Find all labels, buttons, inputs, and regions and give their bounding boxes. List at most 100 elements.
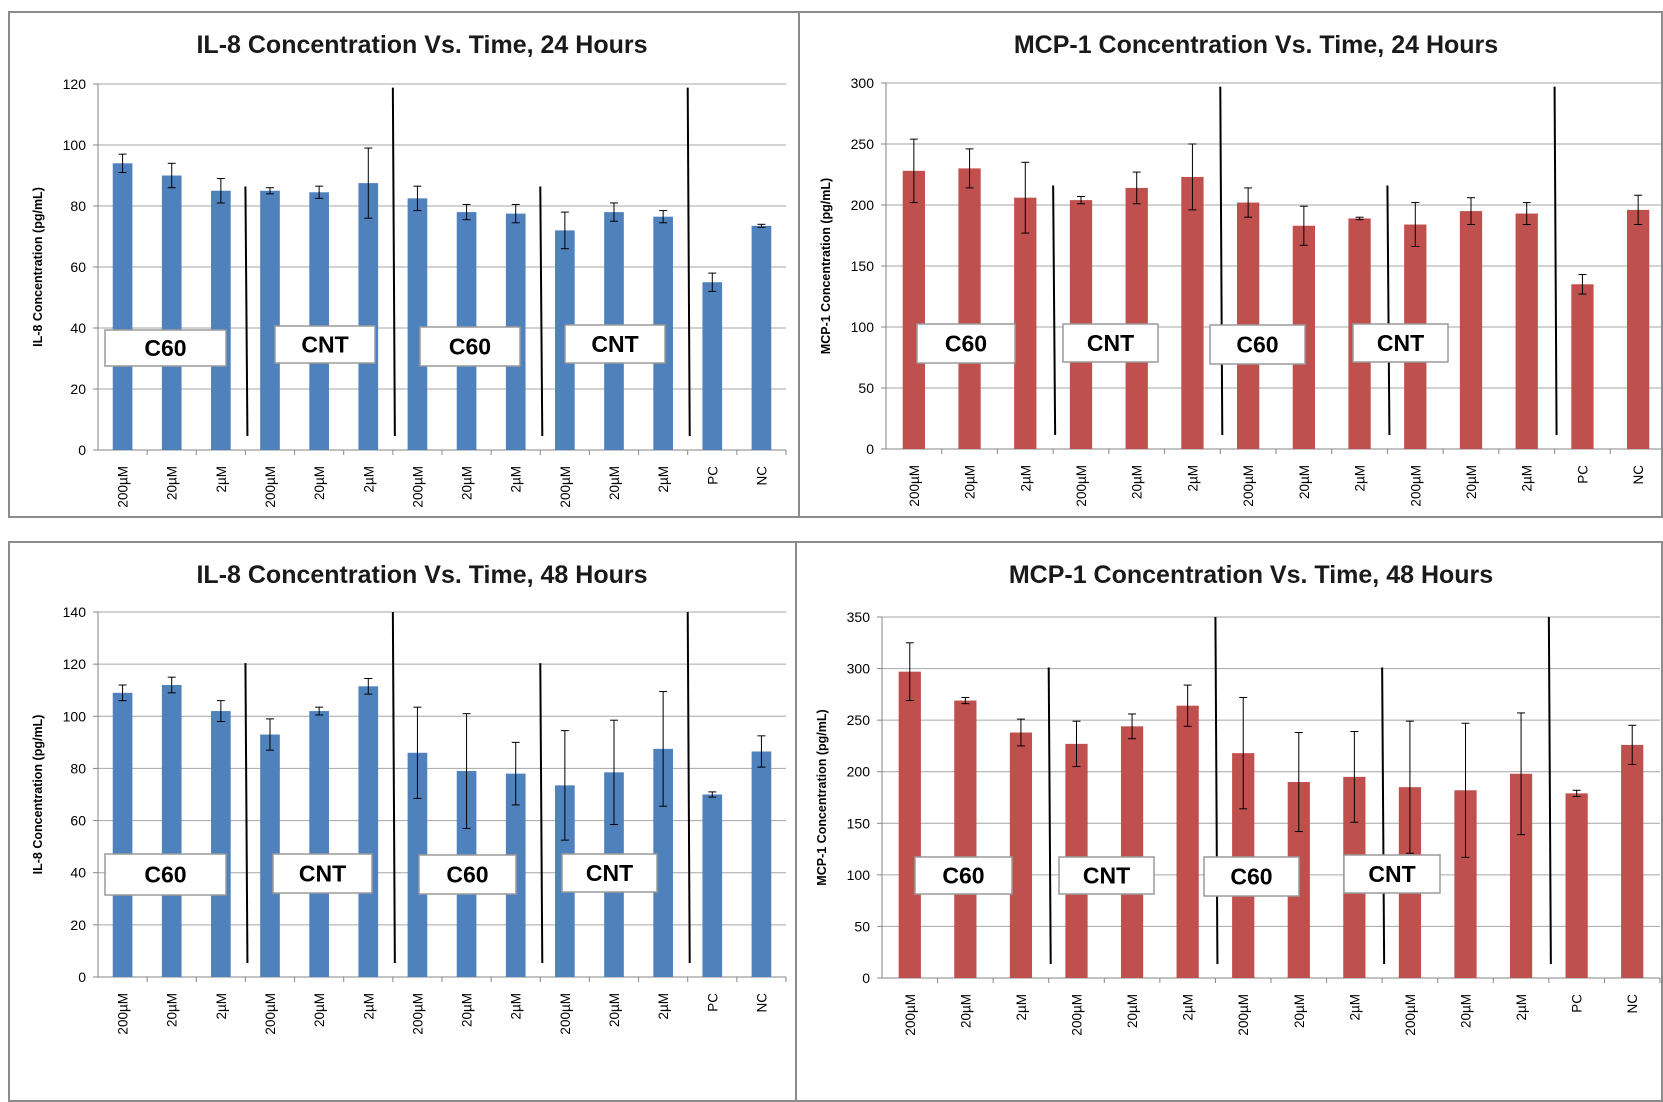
x-tick-label: 2µM [656, 466, 671, 493]
group-label: C60 [144, 862, 186, 888]
chart-panel-mcp1-48h: MCP-1 Concentration Vs. Time, 48 Hours MC… [795, 541, 1663, 1102]
bar [211, 190, 231, 450]
x-tick-label: 20µM [1292, 994, 1307, 1028]
bar [1125, 187, 1148, 450]
y-tick-label: 250 [847, 712, 871, 728]
group-label-box [1203, 856, 1300, 897]
group-label-box [274, 325, 376, 364]
y-tick-label: 250 [851, 136, 875, 152]
y-tick-label: 0 [862, 970, 870, 986]
group-label-box [1352, 323, 1449, 363]
bar [1176, 705, 1199, 978]
bar [260, 190, 280, 450]
chart-title: IL-8 Concentration Vs. Time, 24 Hours [196, 31, 647, 59]
x-tick-label: 200µM [558, 993, 573, 1035]
chart-mcp1-24h: MCP-1 Concentration Vs. Time, 24 Hours MC… [819, 31, 1661, 507]
x-tick-label: NC [754, 993, 769, 1013]
group-divider [391, 87, 396, 437]
group-divider [1214, 616, 1219, 965]
y-tick-label: 0 [78, 442, 86, 458]
y-tick-label: 140 [63, 604, 87, 620]
x-tick-label: 2µM [1018, 465, 1033, 492]
x-tick-label: 2µM [1014, 994, 1029, 1021]
group-label-box [418, 854, 517, 895]
x-tick-label: 2µM [1181, 994, 1196, 1021]
y-tick-label: 20 [70, 381, 86, 397]
bar [702, 794, 723, 977]
x-tick-label: 200µM [903, 994, 918, 1036]
group-label: CNT [586, 860, 633, 886]
chart-title: MCP-1 Concentration Vs. Time, 48 Hours [1009, 561, 1493, 589]
x-tick-label: NC [754, 466, 769, 486]
y-axis-label: MCP-1 Concentration (pg/mL) [815, 709, 829, 885]
bar [653, 748, 673, 977]
y-tick-label: 150 [851, 258, 875, 274]
bar [1627, 209, 1650, 449]
bar [309, 192, 329, 450]
y-tick-label: 300 [851, 75, 875, 91]
group-label-box [916, 323, 1016, 364]
bar [309, 711, 329, 977]
x-tick-label: 20µM [312, 993, 327, 1027]
group-label-box [561, 853, 658, 893]
x-tick-label: NC [1631, 465, 1646, 485]
x-tick-label: PC [705, 466, 720, 485]
x-tick-label: 200µM [116, 466, 131, 508]
group-label-box [104, 329, 227, 367]
bar [902, 170, 925, 449]
x-tick-label: 200µM [116, 993, 131, 1035]
chart-panel-mcp1-24h: MCP-1 Concentration Vs. Time, 24 Hours MC… [798, 11, 1663, 518]
group-label-box [272, 853, 373, 894]
bar [751, 225, 772, 450]
group-label-box [104, 853, 227, 896]
bar [161, 175, 182, 450]
y-axis-label: IL-8 Concentration (pg/mL) [31, 187, 45, 347]
group-label: CNT [1087, 330, 1134, 356]
group-divider [1381, 667, 1386, 965]
bar [358, 183, 379, 450]
group-divider [1553, 86, 1558, 436]
bar [1181, 176, 1204, 449]
group-divider [686, 87, 691, 437]
bar [1014, 197, 1037, 449]
group-divider [1047, 667, 1052, 965]
y-tick-label: 150 [847, 815, 871, 831]
group-label: CNT [1368, 861, 1415, 887]
x-tick-label: 20µM [460, 466, 475, 500]
group-divider [1386, 185, 1391, 436]
group-label-box [1209, 324, 1306, 365]
x-tick-label: 200µM [263, 466, 278, 508]
bar [1009, 732, 1033, 978]
y-tick-label: 0 [78, 969, 86, 985]
y-axis-label: MCP-1 Concentration (pg/mL) [819, 178, 833, 354]
group-divider [539, 663, 544, 964]
bar [407, 752, 428, 977]
x-tick-label: 200µM [263, 993, 278, 1035]
chart-il8-24h: IL-8 Concentration Vs. Time, 24 Hours IL-… [31, 31, 787, 508]
x-tick-label: PC [1570, 994, 1585, 1013]
group-label-box [564, 324, 666, 364]
x-tick-label: 200µM [1403, 994, 1418, 1036]
x-tick-label: 200µM [1241, 465, 1256, 507]
x-tick-label: 20µM [1459, 994, 1474, 1028]
y-tick-label: 120 [63, 656, 87, 672]
y-tick-label: 60 [70, 813, 86, 829]
chart-panel-il8-24h: IL-8 Concentration Vs. Time, 24 Hours IL-… [8, 11, 800, 518]
bar [358, 686, 379, 977]
x-tick-label: 2µM [361, 466, 376, 493]
x-tick-label: 200µM [1236, 994, 1251, 1036]
group-label: CNT [1377, 330, 1424, 356]
y-tick-label: 300 [847, 661, 871, 677]
x-tick-label: 2µM [509, 466, 524, 493]
x-tick-label: 2µM [509, 993, 524, 1020]
y-tick-label: 50 [854, 918, 870, 934]
group-divider [244, 186, 249, 437]
x-tick-label: 2µM [1185, 465, 1200, 492]
x-tick-label: 20µM [165, 993, 180, 1027]
group-label: C60 [1230, 864, 1272, 890]
group-divider [539, 186, 544, 437]
y-tick-label: 60 [70, 259, 86, 275]
y-tick-label: 20 [70, 917, 86, 933]
y-tick-label: 0 [866, 441, 874, 457]
chart-panel-il8-48h: IL-8 Concentration Vs. Time, 48 Hours IL-… [8, 541, 797, 1102]
